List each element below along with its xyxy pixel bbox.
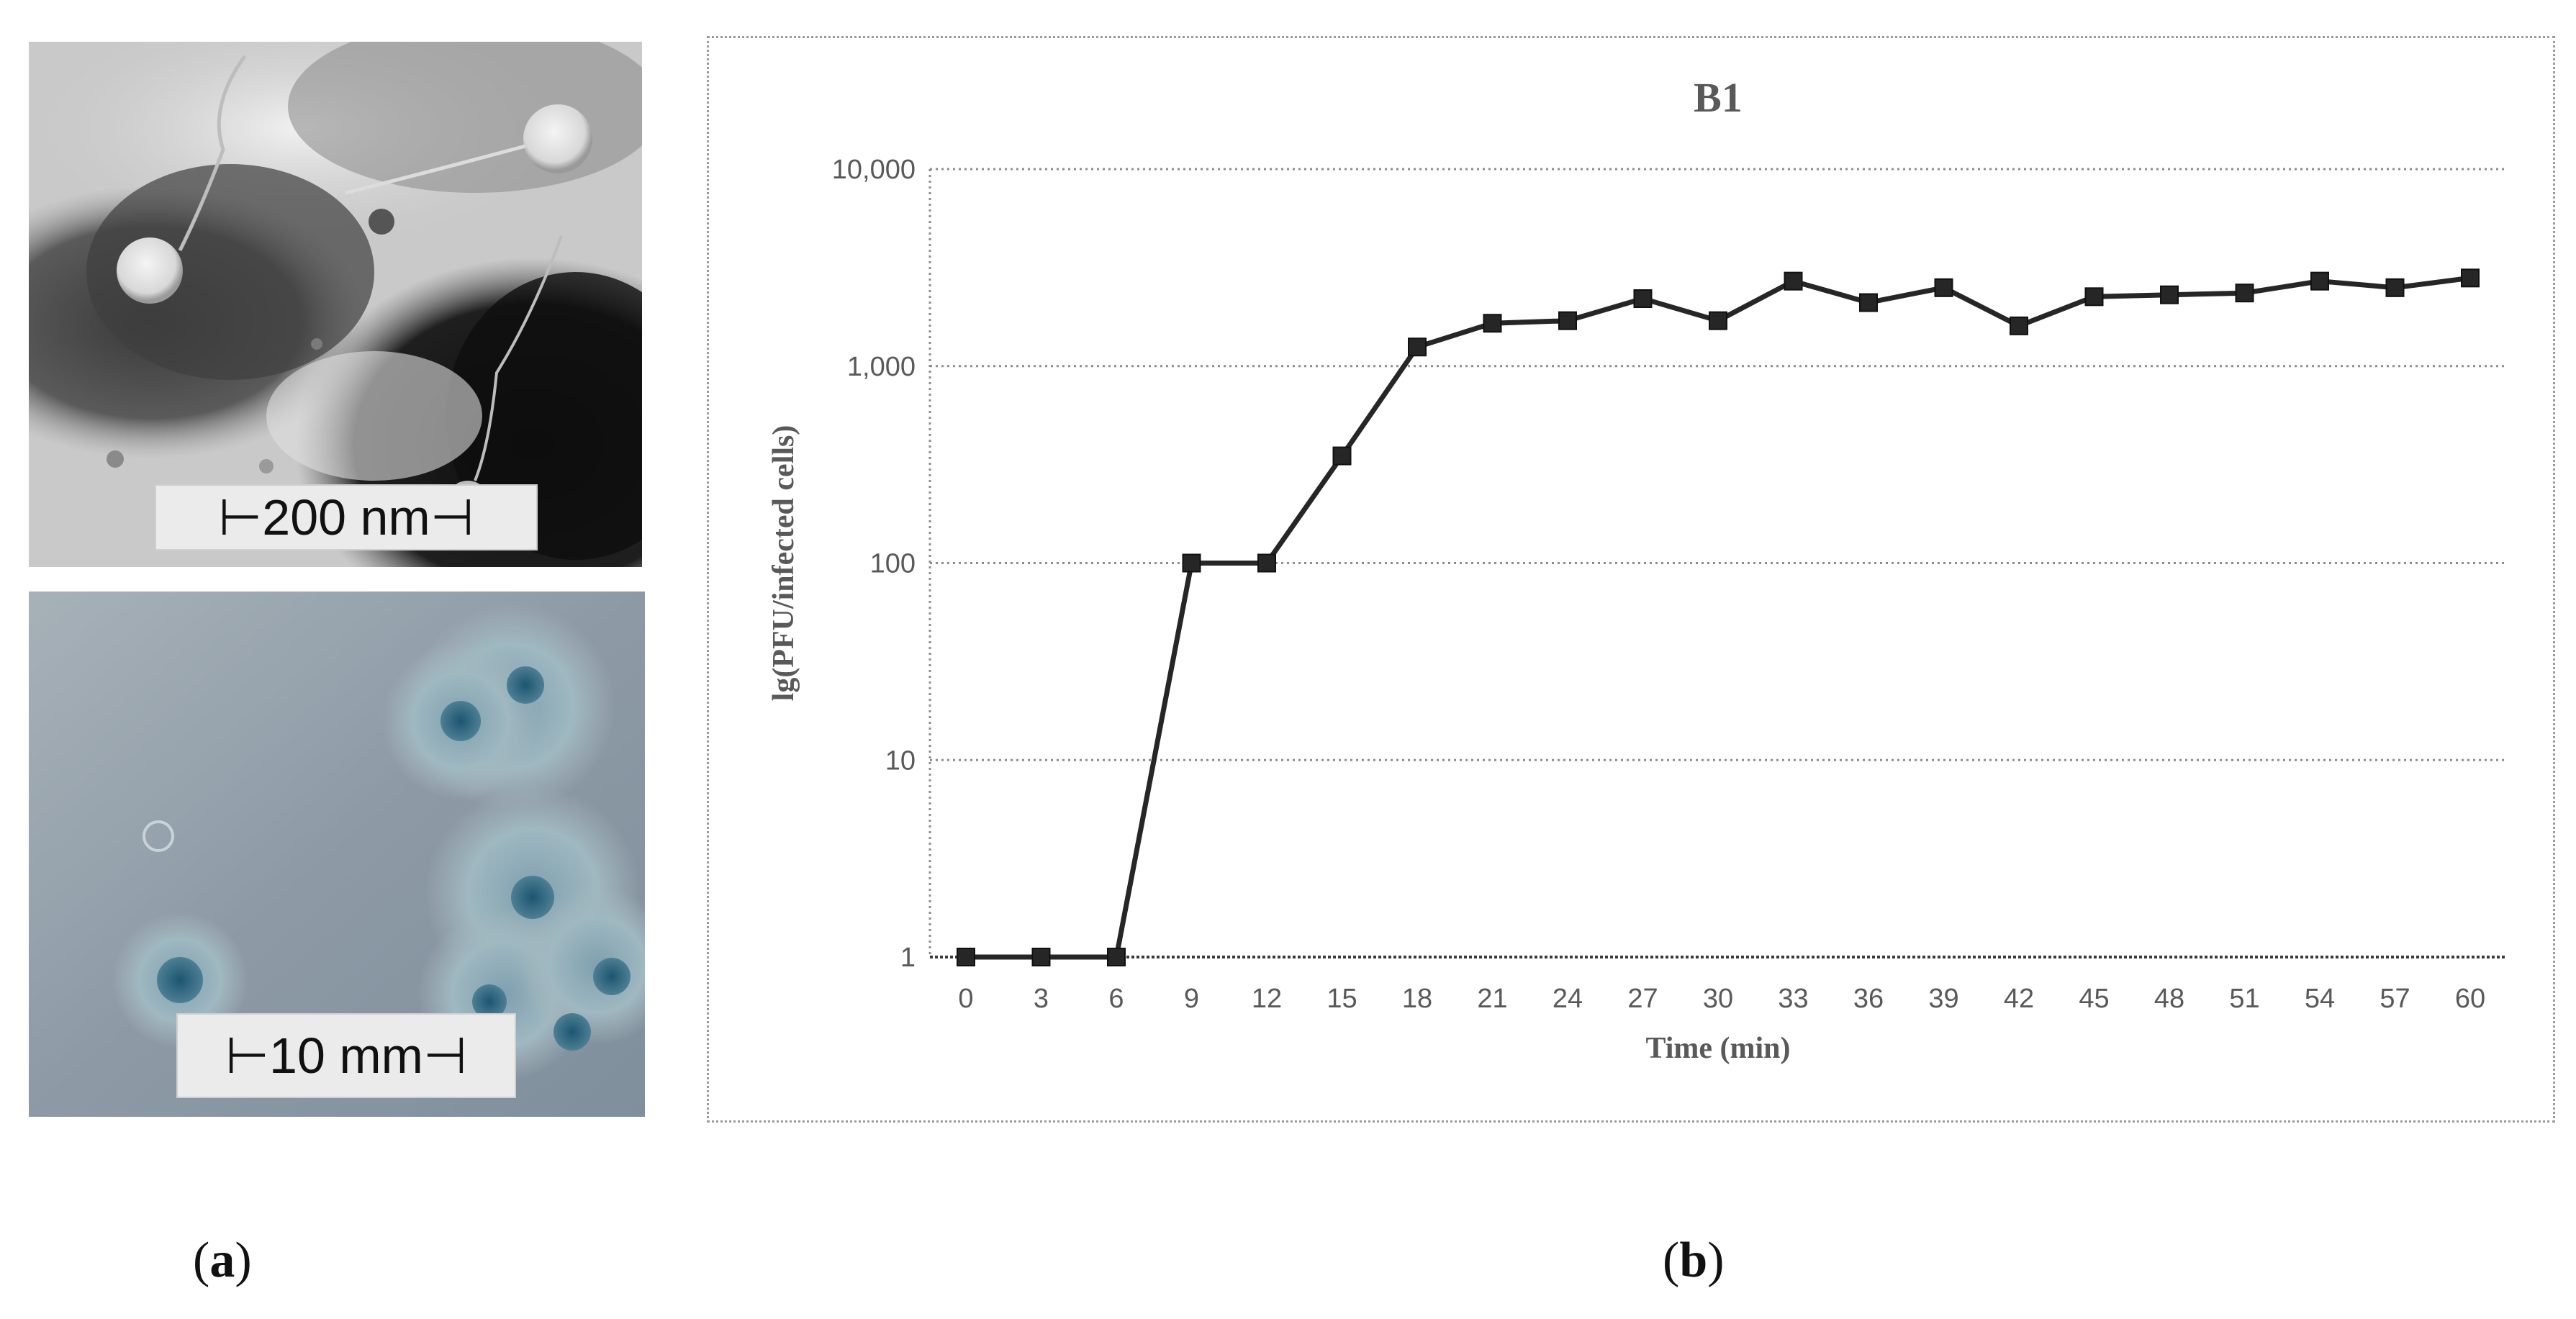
y-tick-label: 1,000: [847, 352, 916, 382]
y-axis-title: lg(PFU/infected cells): [767, 425, 800, 702]
y-tick-label: 100: [870, 549, 916, 579]
panel-a-label: (a): [193, 1233, 252, 1288]
x-tick-label: 27: [1627, 984, 1658, 1014]
x-tick-label: 15: [1327, 984, 1357, 1014]
y-tick-label: 1: [900, 943, 916, 973]
data-point: [2010, 316, 2028, 335]
x-tick-label: 18: [1402, 984, 1432, 1014]
panel-b-label: (b): [1663, 1233, 1725, 1288]
data-point: [2160, 285, 2179, 304]
data-point: [1031, 948, 1051, 966]
x-tick-label: 12: [1252, 984, 1282, 1014]
x-tick-label: 6: [1108, 984, 1124, 1014]
data-point: [2385, 278, 2405, 297]
data-point: [1784, 271, 1803, 291]
x-tick-label: 45: [2079, 984, 2109, 1014]
data-point: [957, 948, 975, 966]
x-tick-label: 36: [1853, 984, 1884, 1014]
series-line: [966, 275, 2471, 960]
data-point: [1633, 289, 1653, 309]
x-tick-label: 3: [1034, 984, 1049, 1014]
data-point: [1257, 553, 1276, 573]
x-tick-label: 9: [1184, 984, 1199, 1014]
panel-a-letter: a: [209, 1233, 235, 1288]
x-axis-title: Time (min): [1645, 1032, 1790, 1065]
panel-b-letter: b: [1679, 1233, 1708, 1288]
x-tick-label: 33: [1778, 984, 1808, 1014]
chart-title: B1: [1694, 74, 1743, 121]
x-tick-label: 42: [2004, 984, 2034, 1014]
x-tick-label: 24: [1553, 984, 1583, 1014]
x-tick-label: 51: [2229, 984, 2259, 1014]
data-point: [1408, 337, 1427, 357]
x-tick-label: 48: [2154, 984, 2184, 1014]
data-point: [1483, 314, 1502, 333]
data-point: [1558, 311, 1577, 330]
x-tick-label: 30: [1703, 984, 1733, 1014]
y-tick-labels: 1 10 100 1,000 10,000: [832, 155, 916, 973]
chart-frame: [707, 36, 2555, 1123]
data-point: [2235, 284, 2254, 303]
y-tick-label: 10: [885, 745, 916, 776]
data-point: [1332, 446, 1352, 466]
x-tick-label: 21: [1477, 984, 1507, 1014]
data-point: [2461, 268, 2480, 288]
plaque-scale-bar: ⊢10 mm⊣: [176, 1013, 516, 1098]
data-point: [1859, 293, 1878, 312]
x-tick-label: 39: [1928, 984, 1958, 1014]
x-tick-label: 54: [2305, 984, 2335, 1014]
data-point: [1934, 278, 1953, 297]
y-tick-label: 10,000: [832, 155, 916, 185]
data-point: [1107, 948, 1126, 966]
x-tick-label: 57: [2380, 984, 2410, 1014]
data-point: [2310, 271, 2329, 291]
tem-micrograph: ⊢200 nm⊣: [29, 42, 642, 567]
x-tick-label: 60: [2455, 984, 2485, 1014]
x-tick-labels: 0 3 6 9 12 15 18 21 24 27 30 33 36 39 42 45 48 51 54 57 60: [958, 984, 2485, 1014]
grid-lines: [928, 168, 2506, 958]
tem-scale-bar: ⊢200 nm⊣: [155, 484, 538, 550]
data-point: [2084, 287, 2104, 307]
plaque-photo: ⊢10 mm⊣: [29, 591, 645, 1117]
x-tick-label: 0: [958, 984, 973, 1014]
series-markers: [957, 268, 2480, 966]
data-point: [1709, 311, 1727, 330]
data-point: [1182, 553, 1201, 573]
